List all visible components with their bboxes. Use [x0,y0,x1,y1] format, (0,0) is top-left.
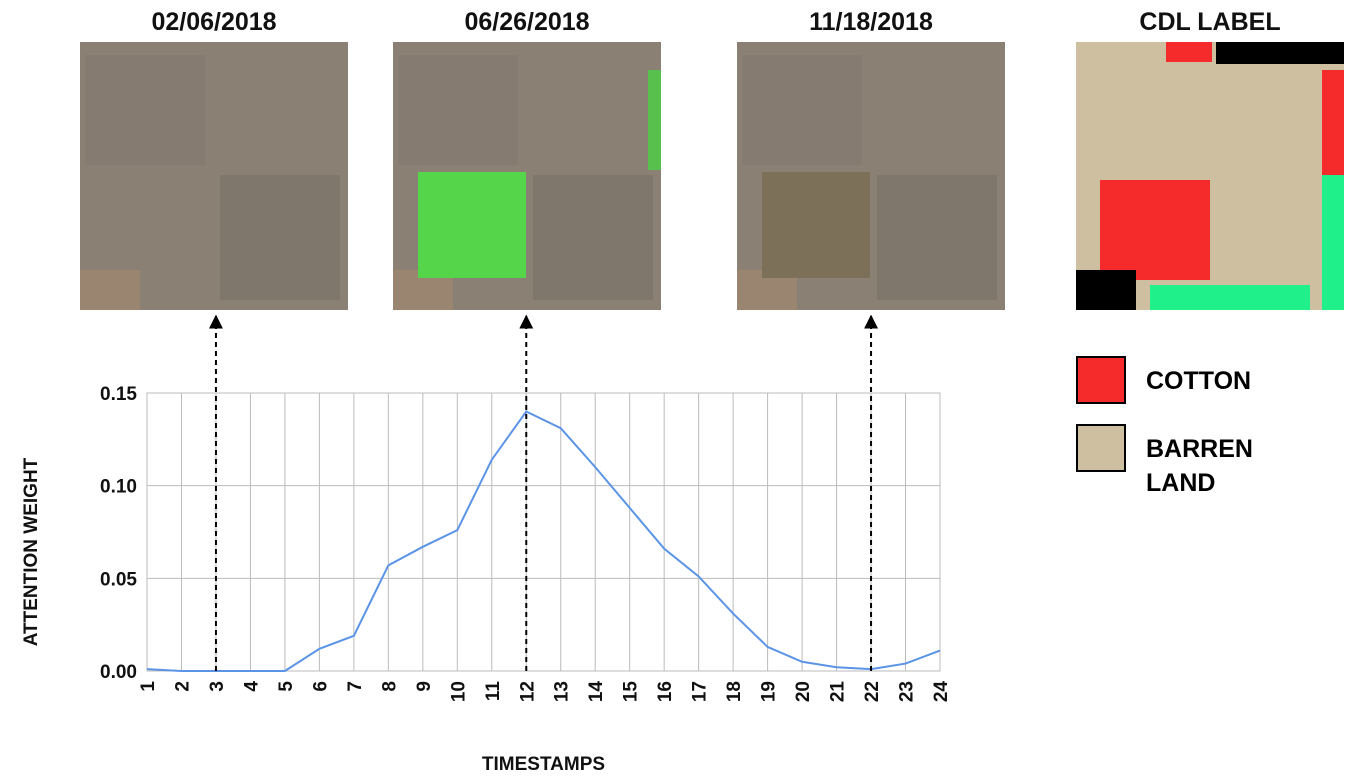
cdl-red [1322,70,1344,175]
x-tick-label: 20 [793,681,814,702]
field [220,175,340,300]
cdl-black [1076,270,1136,310]
satellite-image [80,42,348,310]
x-tick-label: 10 [448,681,469,702]
field [762,172,870,278]
green-field [418,172,526,278]
satellite-image [393,42,661,310]
cdl-red [1100,180,1210,280]
y-tick-label: 0.10 [100,477,137,498]
cdl-black [1216,42,1344,64]
x-tick-label: 23 [897,681,918,702]
green-field [648,70,661,170]
x-tick-label: 24 [931,681,952,703]
legend-swatch [1076,356,1126,404]
x-tick-label: 11 [483,681,504,702]
y-axis-title: ATTENTION WEIGHT [21,457,42,646]
x-tick-label: 4 [241,681,262,692]
panel-title: 06/26/2018 [464,8,589,36]
x-tick-label: 5 [276,681,297,692]
data-line [146,410,941,672]
x-tick-label: 7 [345,681,366,692]
cdl-green [1322,175,1344,310]
y-tick-label: 0.15 [100,384,137,405]
x-tick-label: 6 [310,681,331,692]
legend-swatch [1076,424,1126,472]
panel-title: 11/18/2018 [809,8,933,36]
field [80,270,140,310]
x-tick-label: 14 [586,681,607,703]
x-tick-label: 16 [655,681,676,702]
cdl-image [1076,42,1344,310]
field [85,55,205,165]
cdl-green [1150,285,1310,310]
field [533,175,653,300]
field [398,55,518,165]
x-tick-label: 19 [759,681,780,702]
y-tick-label: 0.05 [100,569,137,590]
x-tick-label: 1 [138,681,159,692]
cdl-red [1166,42,1212,62]
legend-label: COTTON [1146,367,1252,395]
x-tick-label: 9 [414,681,435,692]
field [742,55,862,165]
x-tick-label: 15 [621,681,642,703]
cdl-title: CDL LABEL [1139,8,1280,36]
x-tick-label: 2 [172,681,193,692]
legend-label: BARREN LAND [1146,435,1253,497]
x-tick-label: 12 [517,681,538,702]
x-tick-label: 18 [724,681,745,702]
x-tick-label: 3 [207,681,228,692]
x-tick-label: 21 [828,681,849,703]
field [877,175,997,300]
y-tick-label: 0.00 [100,662,137,683]
x-axis-title: TIMESTAMPS [482,754,605,775]
x-tick-label: 13 [552,681,573,702]
satellite-image [737,42,1005,310]
x-tick-label: 8 [379,681,400,692]
x-tick-label: 17 [690,681,711,702]
x-tick-label: 22 [862,681,883,702]
plot-area [146,392,941,672]
panel-title: 02/06/2018 [151,8,276,36]
